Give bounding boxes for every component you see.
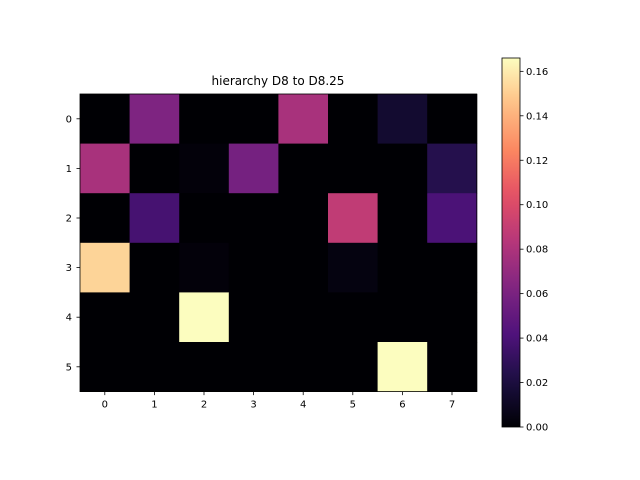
heatmap-cell-2-6	[377, 193, 428, 244]
heatmap-cells	[80, 94, 478, 392]
colorbar-tick-label-8: 0.16	[526, 67, 548, 78]
heatmap-cell-3-5	[328, 242, 378, 293]
x-tick-label-3: 3	[250, 400, 256, 411]
heatmap-cell-1-7	[427, 143, 478, 194]
y-tick-label-1: 1	[66, 164, 72, 175]
heatmap-cell-0-2	[179, 94, 230, 144]
heatmap-cell-4-7	[427, 292, 478, 343]
heatmap-cell-2-1	[129, 193, 180, 244]
heatmap-cell-1-5	[328, 143, 378, 194]
y-tick-label-2: 2	[66, 214, 72, 225]
heatmap-cell-5-0	[80, 342, 130, 392]
heatmap-cell-1-3	[228, 143, 279, 194]
heatmap-cell-5-4	[278, 342, 329, 392]
heatmap-cell-4-3	[228, 292, 279, 343]
x-tick-label-4: 4	[300, 400, 306, 411]
heatmap-cell-4-1	[129, 292, 180, 343]
heatmap-cell-5-1	[129, 342, 180, 392]
heatmap-cell-5-3	[228, 342, 279, 392]
plot-frame	[79, 93, 478, 393]
heatmap-cell-5-2	[179, 342, 230, 392]
x-tick-label-1: 1	[151, 400, 157, 411]
colorbar-tick-label-0: 0.00	[526, 423, 548, 434]
colorbar-tick-label-1: 0.02	[526, 378, 548, 389]
heatmap-cell-4-0	[80, 292, 130, 343]
x-tick-label-2: 2	[201, 400, 207, 411]
heatmap-cell-0-4	[278, 94, 329, 144]
colorbar-frame	[501, 57, 521, 428]
heatmap-cell-3-7	[427, 242, 478, 293]
heatmap-cell-1-4	[278, 143, 329, 194]
heatmap-cell-4-5	[328, 292, 378, 343]
colorbar-gradient	[502, 58, 520, 427]
colorbar-tick-label-3: 0.06	[526, 289, 548, 300]
colorbar-tick-label-4: 0.08	[526, 245, 548, 256]
heatmap-cell-1-0	[80, 143, 130, 194]
y-tick-label-0: 0	[66, 114, 72, 125]
colorbar-tick-label-6: 0.12	[526, 156, 548, 167]
heatmap-cell-4-2	[179, 292, 230, 343]
heatmap-cell-2-5	[328, 193, 378, 244]
heatmap-cell-1-6	[377, 143, 428, 194]
heatmap-cell-5-7	[427, 342, 478, 392]
x-tick-label-6: 6	[399, 400, 405, 411]
heatmap-cell-1-1	[129, 143, 180, 194]
chart-title: hierarchy D8 to D8.25	[212, 74, 345, 88]
colorbar-tick-label-2: 0.04	[526, 334, 548, 345]
heatmap-cell-4-6	[377, 292, 428, 343]
heatmap-cell-0-1	[129, 94, 180, 144]
heatmap-axes: 0 1 2 3 4 5 6 7 0 1 2 3 4 5	[66, 93, 478, 411]
heatmap-cell-0-5	[328, 94, 378, 144]
heatmap-cell-3-3	[228, 242, 279, 293]
heatmap-cell-3-4	[278, 242, 329, 293]
heatmap-cell-0-3	[228, 94, 279, 144]
heatmap-cell-5-5	[328, 342, 378, 392]
heatmap-cell-3-2	[179, 242, 230, 293]
heatmap-cell-3-0	[80, 242, 130, 293]
y-tick-label-4: 4	[66, 313, 72, 324]
y-tick-label-3: 3	[66, 263, 72, 274]
heatmap-cell-5-6	[377, 342, 428, 392]
heatmap-cell-2-3	[228, 193, 279, 244]
heatmap-cell-2-2	[179, 193, 230, 244]
heatmap-cell-3-1	[129, 242, 180, 293]
heatmap-cell-2-7	[427, 193, 478, 244]
colorbar-tick-label-5: 0.10	[526, 200, 548, 211]
heatmap-cell-3-6	[377, 242, 428, 293]
heatmap-cell-2-0	[80, 193, 130, 244]
heatmap-cell-0-7	[427, 94, 478, 144]
heatmap-cell-1-2	[179, 143, 230, 194]
heatmap-cell-0-6	[377, 94, 428, 144]
heatmap-cell-0-0	[80, 94, 130, 144]
x-tick-label-7: 7	[449, 400, 455, 411]
heatmap-cell-2-4	[278, 193, 329, 244]
colorbar: 0.00 0.02 0.04 0.06 0.08 0.10 0.12 0.14 0.16	[501, 57, 548, 434]
x-tick-label-0: 0	[102, 400, 108, 411]
heatmap-cell-4-4	[278, 292, 329, 343]
y-tick-label-5: 5	[66, 362, 72, 373]
colorbar-tick-label-7: 0.14	[526, 111, 548, 122]
x-tick-label-5: 5	[350, 400, 356, 411]
